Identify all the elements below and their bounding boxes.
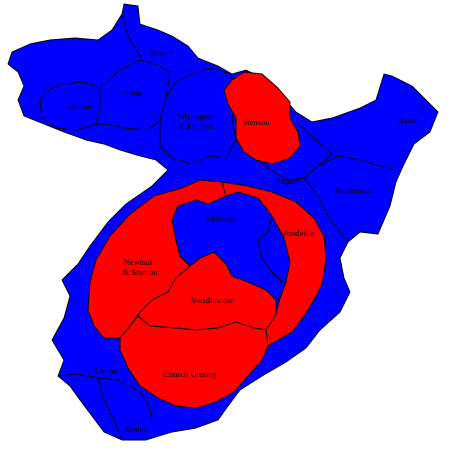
label-etwall: Etwall xyxy=(151,48,174,58)
ward-midway[interactable] xyxy=(171,191,287,301)
labour-wards xyxy=(87,71,327,409)
label-aston: Aston xyxy=(398,115,419,125)
label-midway: Midway xyxy=(206,214,235,224)
label-willington-line2: & Findern xyxy=(178,121,214,131)
melbourne-boundary xyxy=(317,155,397,171)
label-linton: Linton xyxy=(95,366,118,376)
label-church-gresley: Church Gresley xyxy=(163,369,217,379)
label-willington-line1: Willington xyxy=(178,111,215,121)
midway-ward xyxy=(171,191,287,301)
repton-melbourne-boundary xyxy=(303,177,349,243)
hilton-boundary xyxy=(96,59,171,131)
label-newhall-line2: & Stanton xyxy=(123,267,158,277)
label-stenson: Stenson xyxy=(243,117,271,127)
label-hatton: Hatton xyxy=(68,101,92,111)
linton-boundary xyxy=(57,373,153,425)
label-repton: Repton xyxy=(276,176,301,186)
ward-labels: Etwall Hatton Hilton Willington & Finder… xyxy=(68,48,418,434)
label-woodville: Woodville xyxy=(279,228,314,238)
label-melbourne: Melbourne xyxy=(335,185,373,195)
ward-stenson[interactable] xyxy=(223,71,301,165)
ward-church-gresley[interactable] xyxy=(119,315,269,409)
label-swadlincote: Swadlincote xyxy=(191,295,233,305)
label-hilton: Hilton xyxy=(120,88,142,98)
seales-boundary xyxy=(97,377,123,441)
label-newhall-line1: Newhall xyxy=(124,257,153,267)
label-seales: Seales xyxy=(125,424,147,434)
etwall-hilton-boundary xyxy=(121,13,141,60)
willington-boundary xyxy=(159,67,241,165)
